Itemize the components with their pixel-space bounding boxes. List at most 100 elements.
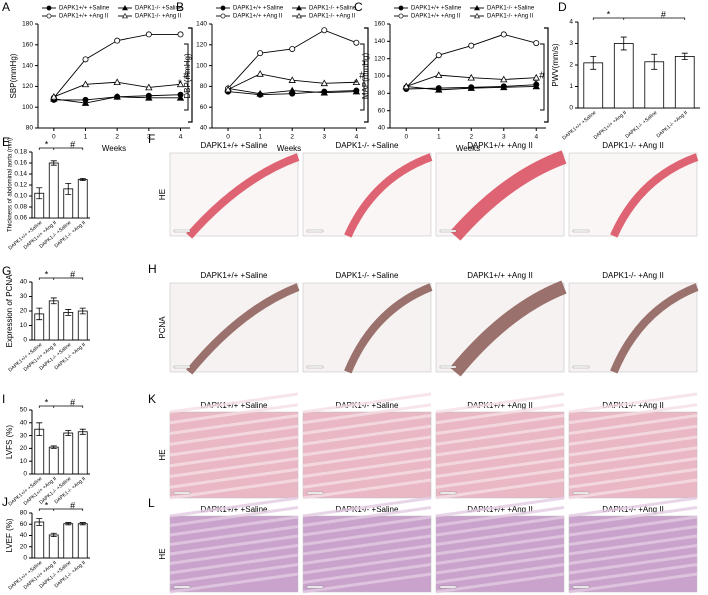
error-bar	[79, 522, 86, 526]
scale-bar	[572, 491, 590, 495]
tissue-streak	[568, 572, 698, 594]
error-bar	[65, 522, 72, 526]
tissue-streak	[568, 544, 698, 565]
tissue-streak	[169, 467, 299, 489]
error-bar	[681, 52, 688, 61]
y-tick-label: 0	[23, 555, 27, 562]
legend-marker	[398, 13, 404, 19]
error-bar	[590, 56, 597, 70]
y-tick-label: 10	[20, 458, 28, 465]
marker	[352, 87, 361, 95]
scale-bar	[439, 365, 457, 369]
x-axis-label: Weeks	[277, 144, 301, 153]
image-title: DAPK1+/+ +Ang II	[467, 505, 533, 514]
x-tick-label: 4	[534, 134, 538, 141]
legend-label: DAPK1+/+ +Saline	[59, 6, 110, 12]
y-tick-label: 180	[22, 21, 33, 28]
significance-bracket	[540, 43, 545, 111]
legend-marker	[220, 13, 226, 19]
scale-bar	[306, 585, 324, 589]
bar	[613, 43, 634, 109]
panel-letter: I	[2, 392, 5, 406]
panel-letter: L	[148, 496, 155, 510]
y-tick-label: 80	[20, 510, 28, 517]
error-bar	[50, 445, 57, 449]
legend-label: DAPK1-/- +Saline	[135, 6, 183, 12]
bar	[77, 179, 88, 219]
scale-bar	[439, 585, 457, 589]
tissue-streak	[169, 544, 299, 565]
significance-bracket	[364, 27, 369, 123]
tissue-streak	[435, 563, 565, 584]
annotation: *	[607, 9, 611, 19]
scale-bar	[439, 229, 457, 233]
tissue-streak	[169, 446, 299, 468]
panel-letter: H	[148, 262, 157, 276]
tissue-streak	[568, 553, 698, 575]
vessel-wall	[186, 283, 300, 375]
legend-marker	[220, 5, 226, 11]
tissue-streak	[568, 478, 698, 500]
significance-bracket	[38, 508, 84, 511]
marker	[288, 76, 296, 83]
image-title: DAPK1-/- +Saline	[336, 271, 399, 280]
vessel-wall	[344, 283, 433, 374]
tissue-streak	[169, 506, 299, 527]
marker	[500, 83, 508, 91]
tissue-streak	[435, 544, 565, 565]
y-tick-label: 0	[569, 105, 573, 112]
x-tick-label: 0	[226, 134, 230, 141]
tissue-streak	[435, 435, 565, 457]
tissue-streak	[302, 506, 432, 527]
y-tick-label: 0.06	[14, 215, 27, 222]
error-bar	[620, 36, 627, 51]
y-tick-label: 20	[20, 308, 28, 315]
panel-letter: J	[2, 495, 8, 509]
bar	[63, 312, 74, 341]
vessel-wall	[610, 283, 699, 374]
y-tick-label: 160	[22, 42, 33, 49]
legend-label: DAPK1+/+ +Saline	[411, 6, 462, 12]
y-tick-label: 10	[20, 322, 28, 329]
tissue-streak	[302, 424, 432, 446]
legend-marker	[474, 4, 480, 11]
stain-label: HE	[158, 189, 167, 200]
tissue-streak	[169, 403, 299, 425]
bar	[34, 521, 45, 559]
tissue-streak	[568, 496, 698, 518]
x-tick-label: 3	[147, 134, 151, 141]
scale-bar	[439, 491, 457, 495]
tissue-streak	[169, 414, 299, 435]
tissue-streak	[302, 553, 432, 575]
legend-label: DAPK1+/+ +Ang II	[233, 14, 283, 20]
marker	[467, 84, 475, 91]
annotation: *	[178, 79, 182, 90]
panel-letter: E	[2, 135, 10, 149]
scale-bar	[572, 585, 590, 589]
marker	[114, 37, 121, 44]
tissue-streak	[435, 553, 565, 575]
tissue-streak	[169, 553, 299, 575]
y-tick-label: 2	[569, 62, 573, 69]
marker	[352, 78, 361, 86]
panel-letter: D	[558, 0, 567, 14]
marker	[257, 50, 264, 57]
image-title: DAPK1-/- +Ang II	[602, 505, 664, 514]
tissue-streak	[435, 446, 565, 468]
annotation: *	[45, 500, 49, 510]
significance-bracket	[38, 277, 84, 280]
x-axis-label: Weeks	[456, 144, 480, 153]
legend-marker	[122, 4, 128, 11]
image-title: DAPK1-/- +Ang II	[602, 271, 664, 280]
tissue-streak	[169, 435, 299, 457]
tissue-streak	[302, 435, 432, 457]
annotation: *	[534, 79, 538, 90]
y-tick-label: 80	[378, 90, 386, 97]
image-title: DAPK1-/- +Saline	[336, 505, 399, 514]
marker	[113, 78, 121, 86]
legend-label: DAPK1-/- +Ang II	[135, 14, 182, 20]
y-axis-label: DBP(mmHg)	[183, 53, 192, 99]
y-tick-label: 100	[22, 104, 33, 111]
tissue-streak	[568, 403, 698, 425]
scale-bar	[173, 491, 191, 495]
